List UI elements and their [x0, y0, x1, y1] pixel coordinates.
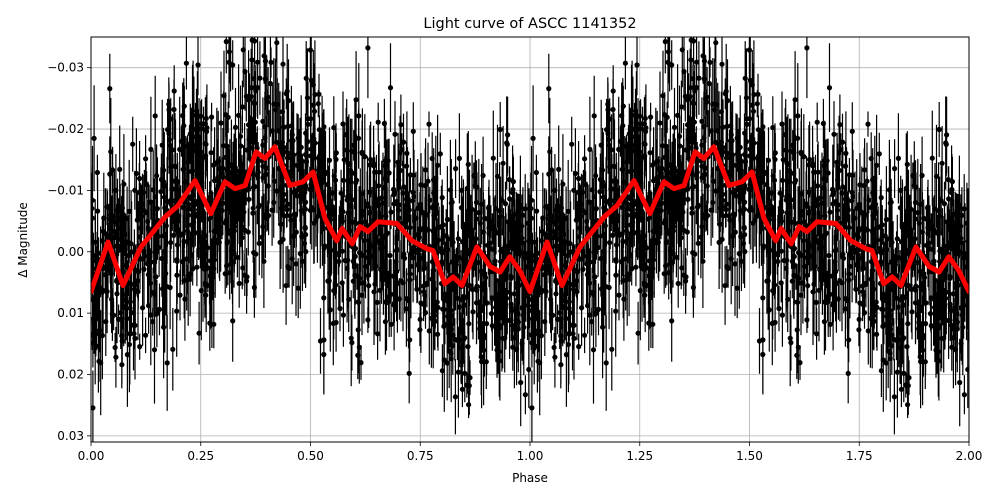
y-tick-label: −0.02 — [47, 122, 84, 136]
x-tick-label: 1.50 — [736, 449, 763, 463]
model-curve — [91, 144, 969, 295]
y-tick-label: −0.03 — [47, 61, 84, 75]
y-tick-label: 0.01 — [57, 306, 84, 320]
x-tick-label: 1.00 — [517, 449, 544, 463]
y-tick-label: 0.03 — [57, 429, 84, 443]
x-tick-label: 0.00 — [78, 449, 105, 463]
chart-title: Light curve of ASCC 1141352 — [423, 16, 636, 32]
x-axis-label: Phase — [512, 471, 548, 485]
observation-points — [91, 37, 969, 442]
x-axis-ticks: 0.00 0.25 0.50 0.75 1.00 1.25 1.50 1.75 2.00 — [78, 442, 983, 463]
y-tick-label: −0.01 — [47, 183, 84, 197]
x-tick-label: 0.75 — [407, 449, 434, 463]
y-axis-label: Δ Magnitude — [16, 202, 30, 278]
x-tick-label: 0.25 — [187, 449, 214, 463]
x-tick-label: 2.00 — [956, 449, 983, 463]
y-tick-label: 0.00 — [57, 245, 84, 259]
y-tick-label: 0.02 — [57, 368, 84, 382]
x-tick-label: 1.75 — [846, 449, 873, 463]
y-axis-ticks: −0.03 −0.02 −0.01 0.00 0.01 0.02 0.03 — [47, 61, 91, 443]
x-tick-label: 1.25 — [626, 449, 653, 463]
x-tick-label: 0.50 — [297, 449, 324, 463]
